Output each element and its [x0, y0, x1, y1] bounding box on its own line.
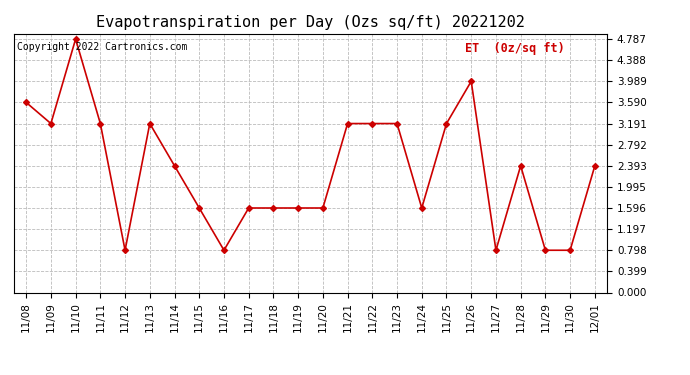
Text: ET  (0z/sq ft): ET (0z/sq ft): [465, 42, 564, 54]
Title: Evapotranspiration per Day (Ozs sq/ft) 20221202: Evapotranspiration per Day (Ozs sq/ft) 2…: [96, 15, 525, 30]
Text: Copyright 2022 Cartronics.com: Copyright 2022 Cartronics.com: [17, 42, 187, 51]
